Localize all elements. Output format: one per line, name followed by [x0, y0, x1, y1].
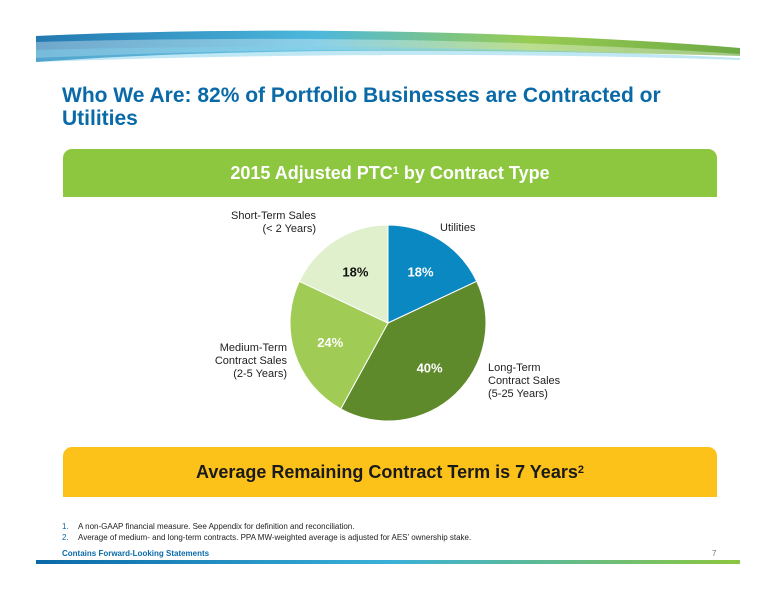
footnote-number: 2. [62, 533, 69, 542]
contract-type-heading: 2015 Adjusted PTC 1 by Contract Type [63, 149, 717, 197]
pie-slice-0 [387, 224, 478, 324]
pie-slice-label-1: 40% [417, 360, 443, 375]
pie-category-label-2: Medium-Term Contract Sales (2-5 Years) [215, 342, 288, 380]
pie-category-label-1: Long-Term Contract Sales (5-25 Years) [488, 362, 561, 400]
footnote-ref-1: 1 [392, 165, 399, 177]
contract-term-heading: Average Remaining Contract Term is 7 Yea… [63, 447, 717, 497]
footnote-number: 1. [62, 522, 69, 531]
footnote-text: Average of medium- and long-term contrac… [78, 533, 472, 542]
pie-chart: 18% Utilities 40% Long-Term Contract Sales (5… [215, 210, 561, 422]
page-number: 7 [712, 549, 717, 558]
contract-term-heading-text: Average Remaining Contract Term is 7 Yea… [196, 461, 578, 482]
page-title: Who We Are: 82% of Portfolio Businesses … [62, 84, 661, 130]
pie-slice-2 [289, 280, 389, 410]
footnotes: 1. A non-GAAP financial measure. See App… [62, 521, 722, 543]
contract-type-heading-suffix: by Contract Type [398, 162, 550, 183]
pie-slice-label-3: 18% [342, 265, 368, 280]
footnote-ref-2: 2 [577, 464, 584, 476]
footnote-text: A non-GAAP financial measure. See Append… [78, 522, 355, 531]
header-swoosh-graphic [36, 30, 740, 62]
contract-type-heading-text: 2015 Adjusted PTC [230, 162, 393, 183]
footnote-1: 1. A non-GAAP financial measure. See App… [62, 521, 722, 532]
contract-type-band: 2015 Adjusted PTC 1 by Contract Type [63, 149, 717, 197]
pie-slice-1 [340, 280, 487, 422]
pie-slice-label-0: 18% [408, 265, 434, 280]
contract-term-band: Average Remaining Contract Term is 7 Yea… [63, 447, 717, 497]
pie-category-label-0: Utilities [440, 222, 476, 234]
footnote-2: 2. Average of medium- and long-term cont… [62, 532, 722, 543]
forward-looking-statement: Contains Forward-Looking Statements [62, 549, 210, 558]
footer-bar [36, 560, 740, 564]
pie-category-label-3: Short-Term Sales (< 2 Years) [231, 210, 316, 235]
pie-slice-label-2: 24% [317, 335, 343, 350]
pie-slice-3 [298, 224, 389, 324]
